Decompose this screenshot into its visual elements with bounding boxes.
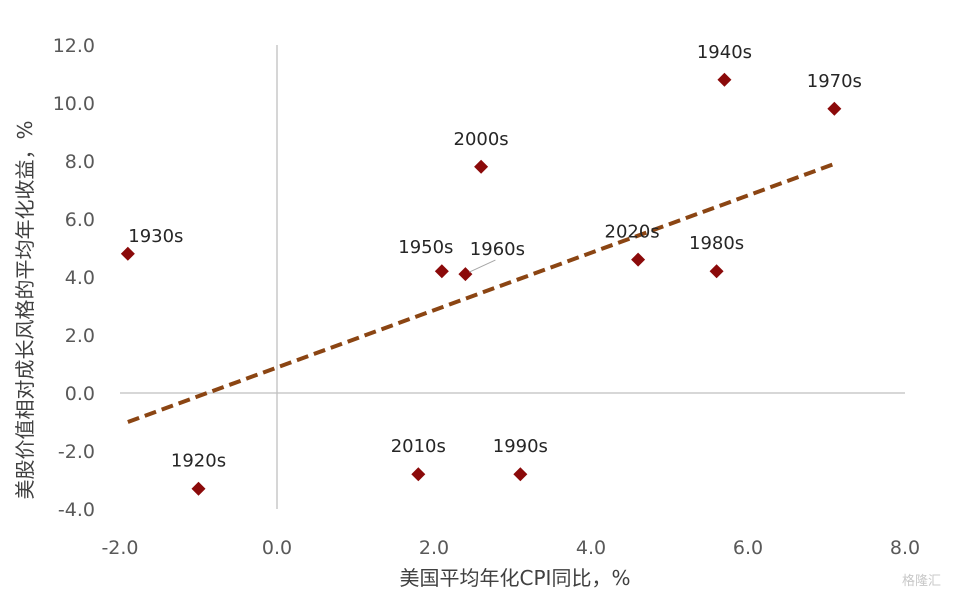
data-point-1970s <box>827 101 842 116</box>
data-point-1980s <box>709 264 724 279</box>
y-tick-label: 4.0 <box>65 267 95 289</box>
point-label-2020s: 2020s <box>605 222 660 243</box>
x-tick-label: 2.0 <box>419 537 449 559</box>
tick-labels-group: -2.0 0.0 2.0 4.0 6.0 8.0 -4.0 -2.0 0.0 2.0 4.0 6.0 8… <box>53 35 920 559</box>
data-point-2010s <box>411 467 426 482</box>
data-point-2000s <box>474 159 489 174</box>
axes <box>120 45 905 509</box>
point-label-1950s: 1950s <box>398 237 453 258</box>
point-label-1920s: 1920s <box>171 451 226 472</box>
x-tick-label: 4.0 <box>576 537 606 559</box>
y-tick-label: 0.0 <box>65 383 95 405</box>
data-point-1960s <box>458 267 473 282</box>
x-tick-label: -2.0 <box>101 537 138 559</box>
point-label-1940s: 1940s <box>697 42 752 63</box>
points-group <box>120 72 842 496</box>
x-axis-title: 美国平均年化CPI同比，% <box>400 566 631 590</box>
x-tick-label: 6.0 <box>733 537 763 559</box>
point-label-1990s: 1990s <box>493 436 548 457</box>
watermark-logo: 格隆汇 <box>901 574 941 589</box>
data-point-2020s <box>631 252 646 267</box>
trendline <box>127 162 836 424</box>
x-tick-label: 0.0 <box>262 537 292 559</box>
y-tick-label: 6.0 <box>65 209 95 231</box>
point-label-2010s: 2010s <box>391 436 446 457</box>
point-label-2000s: 2000s <box>454 129 509 150</box>
point-label-1970s: 1970s <box>807 71 862 92</box>
y-tick-label: -2.0 <box>58 441 95 463</box>
y-axis-title: 美股价值相对成长风格的平均年化收益，% <box>13 120 37 499</box>
data-point-1990s <box>513 467 528 482</box>
trendline-group <box>127 162 836 424</box>
x-tick-label: 8.0 <box>890 537 920 559</box>
data-point-1930s <box>120 246 135 261</box>
data-point-1920s <box>191 481 206 496</box>
data-point-1950s <box>434 264 449 279</box>
point-label-1980s: 1980s <box>689 233 744 254</box>
y-tick-label: 2.0 <box>65 325 95 347</box>
data-point-1940s <box>717 72 732 87</box>
y-tick-label: 10.0 <box>53 93 95 115</box>
label-leader-line <box>469 259 496 273</box>
point-label-1960s: 1960s <box>470 239 525 260</box>
y-tick-label: 12.0 <box>53 35 95 57</box>
y-tick-label: -4.0 <box>58 499 95 521</box>
point-label-1930s: 1930s <box>128 226 183 247</box>
y-tick-label: 8.0 <box>65 151 95 173</box>
point-labels-group: 1920s 1930s 1940s 1950s 1960s 1970s 1980s 1990s… <box>128 42 862 472</box>
